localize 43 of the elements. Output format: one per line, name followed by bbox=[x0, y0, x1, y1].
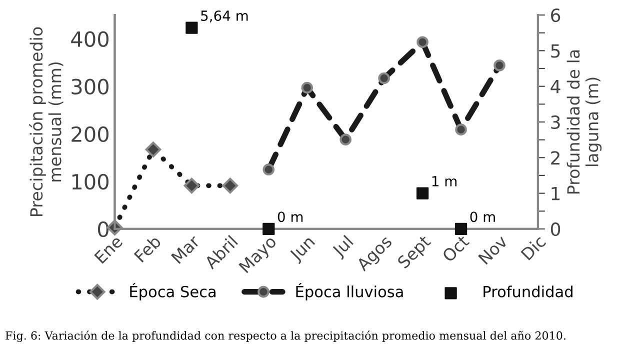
y2-tick-label: 5 bbox=[551, 44, 560, 58]
x-tick-label: Mar bbox=[170, 234, 201, 264]
x-tick-label: Nov bbox=[478, 234, 508, 265]
point bbox=[145, 142, 162, 158]
legend-label: Profundidad bbox=[484, 286, 572, 298]
y2-tick-label: 0 bbox=[550, 222, 560, 236]
data-label: 0 m bbox=[470, 212, 495, 222]
y2-tick-label: 4 bbox=[550, 80, 560, 94]
point bbox=[494, 59, 506, 72]
point bbox=[262, 164, 275, 176]
point bbox=[262, 222, 275, 236]
legend-label: Época lluviosa bbox=[296, 283, 403, 300]
point bbox=[186, 22, 198, 34]
x-tick-label: Oct bbox=[442, 234, 470, 263]
y2-tick-label: 2 bbox=[551, 151, 560, 164]
caption: Fig. 6: Variación de la profundidad con respecto a la precipitación promedio mensual del año 2010. bbox=[6, 330, 566, 342]
y-tick-label: 400 bbox=[71, 31, 108, 47]
y2-tick-label: 6 bbox=[551, 8, 560, 22]
y-axis-title: Precipitación promedio mensual (mm) bbox=[29, 27, 64, 216]
point bbox=[378, 72, 390, 84]
y2-tick-label: 3 bbox=[551, 115, 560, 130]
y2-tick-label: 1 bbox=[552, 186, 560, 200]
point bbox=[416, 36, 428, 48]
y2-axis-title: Profundidad de la laguna (m) bbox=[566, 50, 602, 194]
y-tick-label: 100 bbox=[72, 174, 108, 190]
legend-label: Época Seca bbox=[130, 283, 216, 300]
point bbox=[301, 82, 314, 94]
x-tick-label: Feb bbox=[134, 234, 162, 263]
data-label: 0 m bbox=[278, 212, 303, 222]
point bbox=[340, 134, 352, 146]
point bbox=[184, 178, 200, 194]
y-tick-label: 200 bbox=[72, 126, 108, 142]
x-tick-label: Jun bbox=[288, 235, 318, 264]
data-label: 5,64 m bbox=[201, 10, 248, 22]
x-tick-label: Dic bbox=[520, 234, 546, 261]
y-tick-label: 300 bbox=[72, 78, 108, 95]
point bbox=[416, 187, 429, 200]
x-tick-label: Jul bbox=[330, 234, 356, 260]
y-tick-label: 0 bbox=[98, 221, 108, 238]
data-label: 1 m bbox=[432, 176, 456, 186]
point bbox=[455, 124, 467, 136]
point bbox=[454, 222, 468, 236]
point bbox=[222, 178, 238, 194]
